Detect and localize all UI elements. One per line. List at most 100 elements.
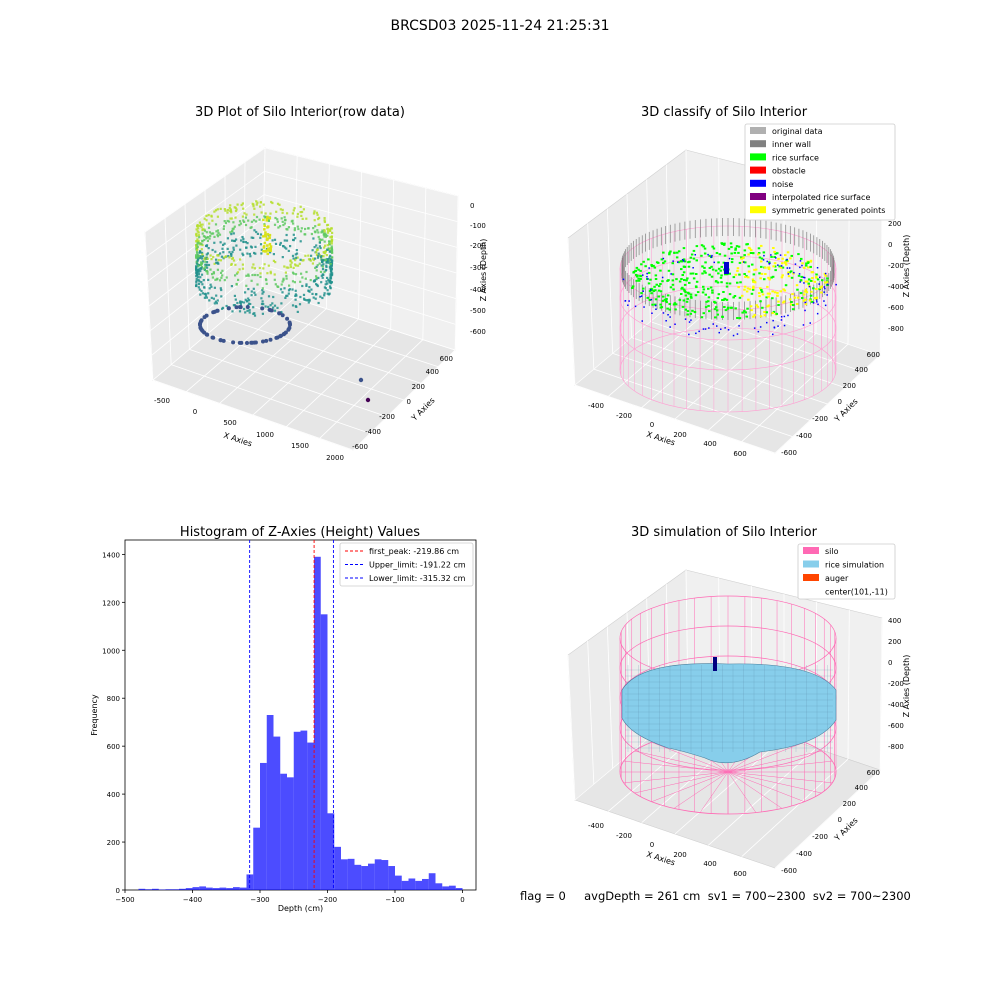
noise-point [799,260,802,262]
data-point [294,289,297,292]
data-point [329,282,332,285]
data-point [287,226,290,229]
histogram-bar [449,885,456,890]
data-point [215,302,218,305]
data-point [296,256,299,259]
histogram-bar [293,731,301,890]
data-point [301,276,304,279]
data-point [280,313,285,318]
data-point [281,291,284,294]
legend-swatch [750,193,766,200]
z-tick-label: 0 [888,659,892,667]
rice-surface-point [681,286,684,289]
data-point [299,295,302,299]
data-point [327,261,330,264]
rice-surface-point [680,268,683,271]
rice-surface-point [813,297,816,299]
rice-surface-point [636,274,639,277]
rice-surface-point [815,288,818,290]
data-point [249,245,253,248]
data-point [261,292,264,295]
x-tick-label: −200 [318,896,337,904]
data-point [234,216,237,219]
histogram-bar [354,864,362,890]
data-point [284,296,287,299]
data-point [258,218,261,221]
data-point [205,270,208,273]
data-point [196,248,199,252]
data-point [318,254,321,257]
data-point [282,277,285,280]
data-point [315,269,318,272]
data-point [273,304,277,307]
x-tick-label: -400 [588,822,604,830]
rice-surface-point [691,309,694,312]
rice-surface-point [682,299,686,302]
data-point [246,252,249,255]
noise-point [766,321,768,324]
data-point [235,244,238,247]
data-point [230,285,233,288]
data-point [234,274,237,277]
rice-surface-point [728,272,731,275]
data-point [323,270,326,274]
data-point [295,256,298,259]
data-point [196,238,199,241]
data-point [197,286,200,289]
data-point [291,254,295,257]
data-point [217,254,220,257]
data-point [296,212,299,216]
rice-surface-point [763,311,766,313]
data-point [201,228,204,231]
data-point [213,286,216,289]
data-point [265,282,268,285]
data-point [209,268,212,271]
rice-surface-point [673,302,677,305]
rice-surface-point [647,271,651,274]
rice-surface-point [678,298,682,301]
noise-point [775,257,777,259]
rice-surface-point [747,276,750,279]
rice-surface-point [707,287,710,290]
data-point [291,304,295,307]
data-point [200,289,203,292]
rice-surface-point [737,286,740,289]
rice-surface-point [760,244,763,247]
rice-surface-point [707,304,710,307]
data-point [245,213,248,216]
data-point [216,261,219,264]
rice-surface-point [751,263,754,266]
x-tick-label: 400 [703,860,716,868]
data-point [325,254,328,257]
data-point [292,257,295,260]
data-point [317,217,320,221]
data-point [271,201,274,205]
data-point [198,224,201,227]
data-point [213,210,216,213]
rice-surface-point [804,303,808,306]
y-tick-label: 1400 [102,551,120,559]
data-point [241,202,244,205]
data-point [201,239,204,242]
rice-surface-point [701,265,704,268]
noise-point [818,283,820,285]
data-point [301,284,304,288]
data-point [323,217,326,220]
panel-histogram: −500 −400 −300 −200 −100 00200400600800100012… [90,525,477,913]
grid-line [687,289,881,356]
rice-surface-point [806,280,809,283]
data-point [326,289,329,292]
silo-wire-line [727,771,783,809]
noise-point [772,333,774,336]
noise-point [643,306,645,308]
data-point [242,207,245,210]
data-point [219,252,222,255]
histogram-bar [152,888,159,890]
data-point [267,219,270,222]
data-point [256,283,259,286]
data-point [328,260,331,263]
data-point [201,253,204,256]
rice-surface-point [654,274,658,277]
rice-surface-point [717,293,721,296]
data-point [259,272,262,275]
